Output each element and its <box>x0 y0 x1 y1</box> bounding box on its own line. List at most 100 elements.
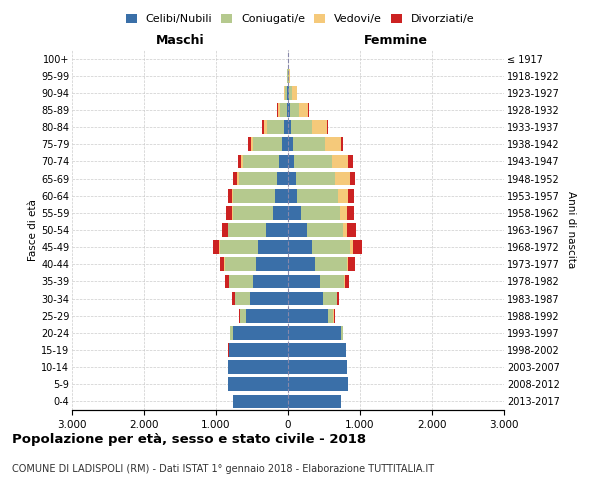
Bar <box>347 206 354 220</box>
Bar <box>280 103 287 117</box>
Bar <box>284 86 285 100</box>
Bar <box>347 258 349 271</box>
Bar <box>345 274 349 288</box>
Bar <box>278 154 288 168</box>
Bar <box>299 103 308 117</box>
Bar <box>273 206 288 220</box>
Bar <box>295 154 332 168</box>
Bar <box>284 120 288 134</box>
Bar <box>233 206 273 220</box>
Bar <box>228 360 288 374</box>
Bar <box>233 326 288 340</box>
Bar <box>228 223 266 237</box>
Y-axis label: Anni di nascita: Anni di nascita <box>566 192 577 268</box>
Bar <box>337 292 340 306</box>
Bar <box>328 309 334 322</box>
Text: COMUNE DI LADISPOLI (RM) - Dati ISTAT 1° gennaio 2018 - Elaborazione TUTTITALIA.: COMUNE DI LADISPOLI (RM) - Dati ISTAT 1°… <box>12 464 434 474</box>
Bar <box>288 206 301 220</box>
Bar <box>307 223 343 237</box>
Bar <box>289 86 292 100</box>
Bar <box>334 309 335 322</box>
Bar <box>291 120 312 134</box>
Bar <box>222 223 228 237</box>
Bar <box>227 189 232 202</box>
Bar <box>288 223 307 237</box>
Text: Popolazione per età, sesso e stato civile - 2018: Popolazione per età, sesso e stato civil… <box>12 432 366 446</box>
Bar <box>275 189 288 202</box>
Bar <box>290 103 299 117</box>
Bar <box>277 103 278 117</box>
Bar <box>277 172 288 185</box>
Bar <box>288 86 289 100</box>
Bar <box>289 69 290 82</box>
Bar <box>288 240 313 254</box>
Bar <box>341 138 343 151</box>
Bar <box>248 138 251 151</box>
Bar <box>227 378 288 391</box>
Bar <box>288 326 341 340</box>
Bar <box>262 120 264 134</box>
Bar <box>288 292 323 306</box>
Bar <box>340 206 347 220</box>
Bar <box>325 138 341 151</box>
Bar <box>266 223 288 237</box>
Bar <box>343 223 347 237</box>
Bar <box>338 189 349 202</box>
Bar <box>288 172 296 185</box>
Bar <box>335 172 350 185</box>
Bar <box>232 189 233 202</box>
Text: Femmine: Femmine <box>364 34 428 46</box>
Bar <box>350 240 353 254</box>
Bar <box>301 206 340 220</box>
Bar <box>323 292 337 306</box>
Bar <box>292 86 297 100</box>
Bar <box>288 360 347 374</box>
Legend: Celibi/Nubili, Coniugati/e, Vedovi/e, Divorziati/e: Celibi/Nubili, Coniugati/e, Vedovi/e, Di… <box>122 10 478 28</box>
Bar <box>245 309 288 322</box>
Bar <box>285 86 287 100</box>
Bar <box>233 189 275 202</box>
Bar <box>278 103 280 117</box>
Bar <box>220 240 258 254</box>
Bar <box>288 258 316 271</box>
Bar <box>220 258 224 271</box>
Bar <box>253 138 281 151</box>
Bar <box>237 172 239 185</box>
Bar <box>349 154 353 168</box>
Text: Maschi: Maschi <box>155 34 205 46</box>
Bar <box>225 274 229 288</box>
Bar <box>238 154 241 168</box>
Bar <box>288 189 298 202</box>
Bar <box>288 120 291 134</box>
Bar <box>320 274 344 288</box>
Bar <box>353 240 362 254</box>
Bar <box>224 258 256 271</box>
Bar <box>287 103 288 117</box>
Bar <box>350 172 355 185</box>
Bar <box>251 138 253 151</box>
Bar <box>230 326 233 340</box>
Bar <box>232 292 235 306</box>
Bar <box>293 138 325 151</box>
Bar <box>312 120 326 134</box>
Bar <box>308 103 309 117</box>
Bar <box>344 274 345 288</box>
Bar <box>256 258 288 271</box>
Bar <box>288 274 320 288</box>
Bar <box>288 378 348 391</box>
Bar <box>233 394 288 408</box>
Bar <box>288 343 346 357</box>
Bar <box>316 258 347 271</box>
Bar <box>349 189 354 202</box>
Bar <box>226 206 232 220</box>
Bar <box>288 138 293 151</box>
Bar <box>235 292 250 306</box>
Bar <box>240 309 245 322</box>
Bar <box>258 240 288 254</box>
Bar <box>264 120 268 134</box>
Bar <box>288 154 295 168</box>
Bar <box>239 172 277 185</box>
Bar <box>296 172 335 185</box>
Bar <box>347 223 356 237</box>
Bar <box>250 292 288 306</box>
